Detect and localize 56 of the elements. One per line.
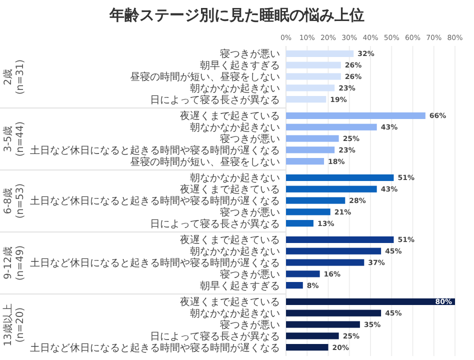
y-axis-title: 6-8歳 (n=53) bbox=[2, 183, 26, 219]
y-tick-label: 朝なかなか起きない bbox=[190, 308, 280, 320]
bar bbox=[286, 158, 324, 165]
y-tick-label: 夜遅くまで起きている bbox=[180, 234, 280, 246]
y-tick-label: 昼寝の時間が短い、昼寝をしない bbox=[130, 71, 280, 83]
y-tick-label: 日によって寝る長さが異なる bbox=[150, 94, 280, 106]
y-axis-title: 2歳 (n=31) bbox=[2, 59, 26, 95]
bar bbox=[286, 310, 382, 316]
y-tick-label: 寝つきが悪い bbox=[220, 319, 280, 331]
y-tick-label: 朝早く起きすぎる bbox=[200, 60, 280, 72]
y-tick-label: 朝なかなか起きない bbox=[190, 172, 280, 184]
bar bbox=[286, 96, 326, 103]
bar bbox=[286, 50, 354, 58]
bar bbox=[286, 321, 360, 328]
y-tick-label: 朝なかなか起きない bbox=[190, 82, 280, 94]
chart-title: 年齢ステージ別に見た睡眠の悩み上位 bbox=[108, 6, 364, 24]
bar bbox=[286, 84, 335, 92]
bar bbox=[286, 197, 346, 204]
y-tick-label: 土日など休日になると起きる時間や寝る時間が遅くなる bbox=[30, 195, 280, 207]
bar bbox=[286, 298, 455, 306]
y-tick-label: 朝なかなか起きない bbox=[190, 246, 280, 258]
y-tick-label: 土日など休日になると起きる時間や寝る時間が遅くなる bbox=[30, 144, 280, 156]
bar bbox=[286, 186, 377, 192]
y-tick-label: 朝早く起きすぎる bbox=[200, 280, 280, 292]
y-tick-label: 日によって寝る長さが異なる bbox=[150, 330, 280, 342]
bar bbox=[286, 282, 303, 289]
bar bbox=[286, 270, 320, 278]
y-tick-label: 寝つきが悪い bbox=[220, 268, 280, 280]
y-tick-label: 寝つきが悪い bbox=[220, 48, 280, 60]
bar bbox=[286, 135, 339, 142]
y-tick-label: 土日など休日になると起きる時間や寝る時間が遅くなる bbox=[30, 342, 280, 354]
y-tick-label: 寝つきが悪い bbox=[220, 133, 280, 145]
y-axis-title: 13歳以上 (n=20) bbox=[2, 304, 26, 346]
bar bbox=[286, 112, 426, 120]
bar bbox=[286, 236, 394, 244]
bar bbox=[286, 220, 314, 227]
y-tick-label: 夜遅くまで起きている bbox=[180, 296, 280, 308]
bar bbox=[286, 332, 339, 340]
y-axis-title: 3-5歳 (n=44) bbox=[2, 121, 26, 157]
y-tick-label: 土日など休日になると起きる時間や寝る時間が遅くなる bbox=[30, 257, 280, 269]
bar bbox=[286, 62, 341, 68]
bar bbox=[286, 146, 335, 154]
y-axis-title: 9-12歳 (n=49) bbox=[2, 245, 26, 281]
bar bbox=[286, 73, 341, 80]
y-tick-label: 夜遅くまで起きている bbox=[180, 110, 280, 122]
bar bbox=[286, 344, 328, 351]
y-tick-label: 寝つきが悪い bbox=[220, 206, 280, 218]
bar bbox=[286, 259, 364, 266]
y-tick-label: 朝なかなか起きない bbox=[190, 122, 280, 134]
y-tick-label: 昼寝の時間が短い、昼寝をしない bbox=[130, 156, 280, 168]
bar bbox=[286, 208, 330, 216]
bar bbox=[286, 124, 377, 130]
y-tick-label: 日によって寝る長さが異なる bbox=[150, 218, 280, 230]
bar bbox=[286, 174, 394, 182]
bar bbox=[286, 248, 382, 254]
y-tick-label: 夜遅くまで起きている bbox=[180, 184, 280, 196]
